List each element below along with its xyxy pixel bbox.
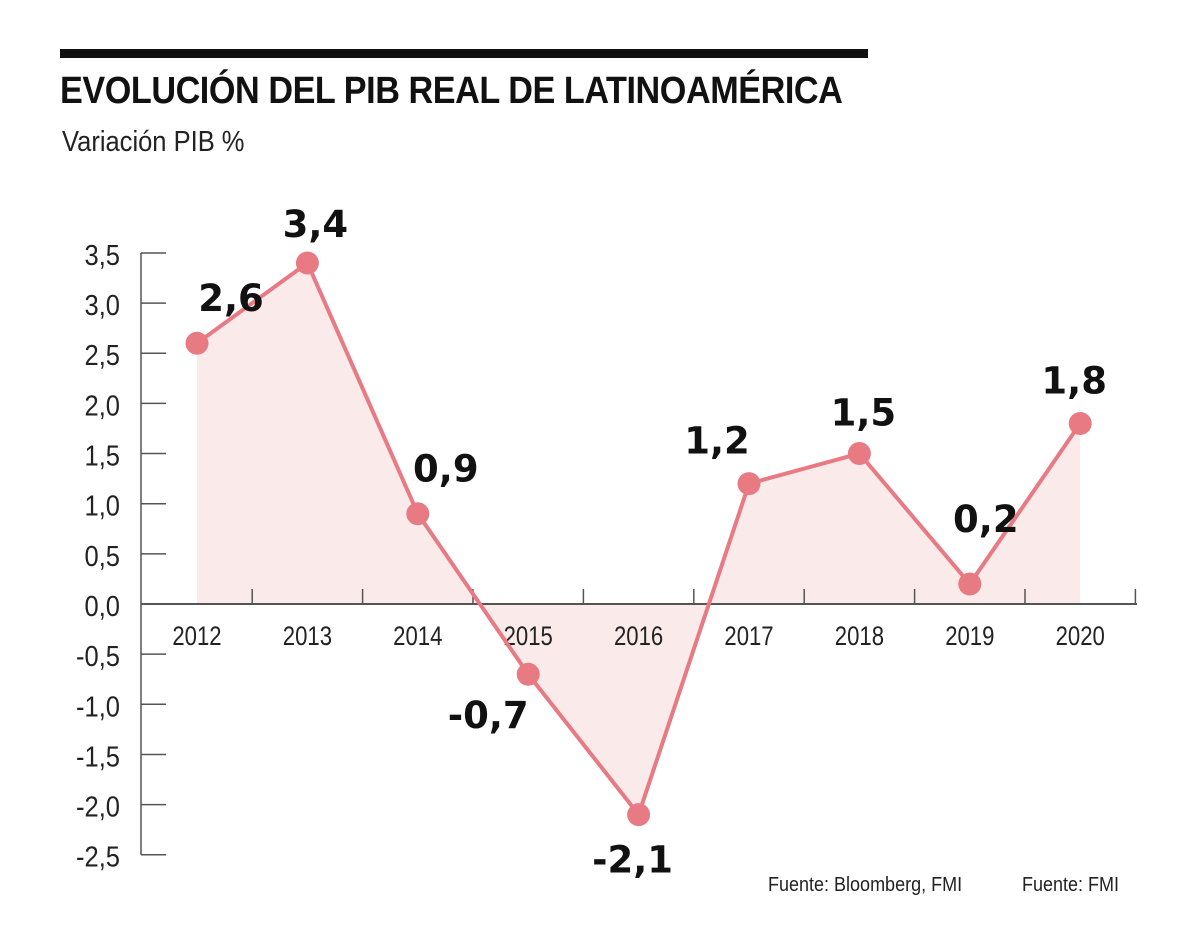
x-tick-label: 2014 [393, 622, 442, 652]
y-tick-label: -2,0 [76, 790, 120, 823]
y-tick-label: -2,5 [76, 840, 120, 873]
x-tick-label: 2016 [614, 622, 663, 652]
data-label: 2,6 [198, 277, 264, 320]
area-fill [197, 262, 1081, 815]
data-point [1068, 411, 1092, 435]
y-tick-label: 1,0 [85, 489, 120, 522]
top-rule [60, 49, 868, 58]
data-label: -0,7 [448, 694, 529, 737]
x-tick-label: 2020 [1056, 622, 1105, 652]
y-tick-label: 3,0 [85, 289, 120, 322]
source-note-2: Fuente: FMI [1022, 874, 1120, 896]
data-point [185, 331, 209, 355]
chart-subtitle: Variación PIB % [62, 126, 245, 158]
data-label: 0,2 [953, 498, 1019, 541]
data-point [627, 803, 651, 827]
chart-title: EVOLUCIÓN DEL PIB REAL DE LATINOAMÉRICA [60, 70, 843, 112]
data-label: 1,5 [831, 392, 897, 435]
data-point [958, 572, 982, 596]
axes: 3,5 3,0 2,5 2,0 1,5 1,0 0,5 0,0 -0,5 -1,0 -1,5 -2,0… [76, 238, 1137, 873]
source-note-1: Fuente: Bloomberg, FMI [768, 874, 963, 896]
data-label: -2,1 [592, 839, 673, 882]
x-tick-label: 2012 [172, 622, 221, 652]
y-tick-label: -1,0 [76, 690, 120, 723]
y-tick-label: 0,5 [85, 539, 120, 572]
x-tick-label: 2015 [504, 622, 553, 652]
y-tick-label: 1,5 [85, 439, 120, 472]
data-point [295, 251, 319, 275]
data-label: 3,4 [283, 203, 349, 246]
x-tick-label: 2018 [835, 622, 884, 652]
data-point [737, 472, 761, 496]
data-label: 1,2 [684, 420, 750, 463]
x-tick-label: 2019 [945, 622, 994, 652]
y-tick-label: 3,5 [85, 238, 120, 271]
x-tick-label: 2017 [724, 622, 773, 652]
y-tick-label: -1,5 [76, 740, 120, 773]
markers [185, 251, 1092, 827]
data-label: 0,9 [413, 448, 479, 491]
area-layer [197, 262, 1081, 815]
y-tick-label: -0,5 [76, 640, 120, 673]
data-point [516, 662, 540, 686]
data-point [406, 502, 430, 526]
data-point [847, 442, 871, 466]
y-tick-label: 2,5 [85, 339, 120, 372]
x-tick-label: 2013 [283, 622, 332, 652]
y-tick-label: 2,0 [85, 389, 120, 422]
data-label: 1,8 [1041, 359, 1107, 402]
y-tick-label: 0,0 [85, 589, 120, 622]
labels: 2,6 3,4 0,9 -0,7 -2,1 1,2 1,5 0,2 1,8 [198, 203, 1107, 882]
